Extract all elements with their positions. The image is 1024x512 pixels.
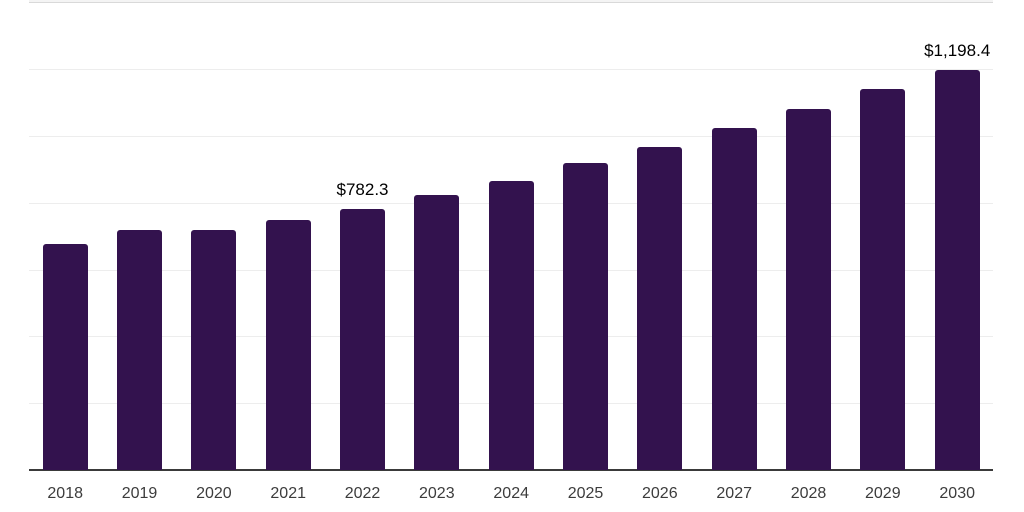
bar-2030: [934, 69, 980, 470]
gridline-1400: [29, 0, 993, 3]
bar-2020: [191, 230, 237, 470]
gridline-1000: [29, 136, 993, 137]
x-tick-label-2025: 2025: [567, 485, 604, 502]
x-tick-label-2029: 2029: [865, 485, 901, 502]
bar-2024: [488, 180, 534, 470]
bar-2026: [637, 146, 683, 470]
x-tick-label-2021: 2021: [270, 485, 306, 502]
bar-value-label-2030: $1,198.4: [924, 40, 991, 60]
x-tick-label-2018: 2018: [47, 485, 83, 502]
gridline-1200: [29, 69, 993, 70]
bar-2019: [117, 229, 162, 470]
bar-value-label-2022: $782.3: [336, 179, 389, 199]
bar-2025: [563, 163, 608, 470]
bar-2018: [42, 243, 88, 470]
x-tick-label-2027: 2027: [716, 485, 752, 502]
x-tick-label-2023: 2023: [419, 485, 455, 502]
bar-2027: [711, 128, 757, 470]
x-tick-label-2022: 2022: [344, 485, 381, 502]
x-tick-label-2028: 2028: [790, 485, 827, 502]
bar-2022: [340, 208, 385, 470]
x-tick-label-2030: 2030: [939, 485, 975, 502]
bar-2023: [414, 195, 460, 470]
plot-area: 2018 2019 2020 2021 2022 $782.3 2023 2024 2025 20…: [29, 0, 993, 512]
x-tick-label-2024: 2024: [493, 485, 529, 502]
x-tick-label-2020: 2020: [196, 485, 232, 502]
bar-2021: [265, 220, 311, 470]
x-axis-line: [29, 469, 993, 471]
bar-2029: [860, 89, 906, 470]
x-tick-label-2026: 2026: [642, 485, 678, 502]
x-tick-label-2019: 2019: [121, 485, 158, 502]
bar-2028: [786, 109, 831, 470]
